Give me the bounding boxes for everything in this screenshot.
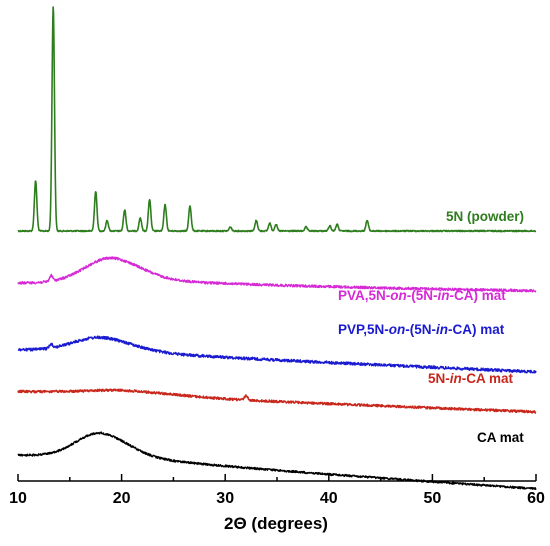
x-tick-label: 50: [424, 490, 442, 507]
series-line-3: [17, 388, 537, 414]
series-line-2: [17, 335, 537, 374]
series-label-5n-powder: 5N (powder): [446, 209, 524, 224]
x-tick-label: 60: [527, 490, 545, 507]
x-axis: 10 20 30 40 50 60: [9, 474, 545, 507]
series-label-5n-in-ca: 5N-in-CA mat: [428, 371, 514, 386]
x-tick-label: 40: [320, 490, 338, 507]
x-tick-label: 20: [113, 490, 131, 507]
x-axis-title: 2Θ (degrees): [224, 514, 328, 533]
series-label-ca-mat: CA mat: [477, 430, 524, 445]
x-tick-label: 10: [9, 490, 27, 507]
series-label-pvp: PVP,5N-on-(5N-in-CA) mat: [338, 322, 505, 337]
x-tick-label: 30: [216, 490, 234, 507]
series-line-1: [17, 256, 537, 293]
series-line-4: [17, 431, 537, 491]
series-line-0: [17, 6, 537, 233]
series-curves: [17, 6, 537, 491]
series-label-pva: PVA,5N-on-(5N-in-CA) mat: [338, 288, 506, 303]
